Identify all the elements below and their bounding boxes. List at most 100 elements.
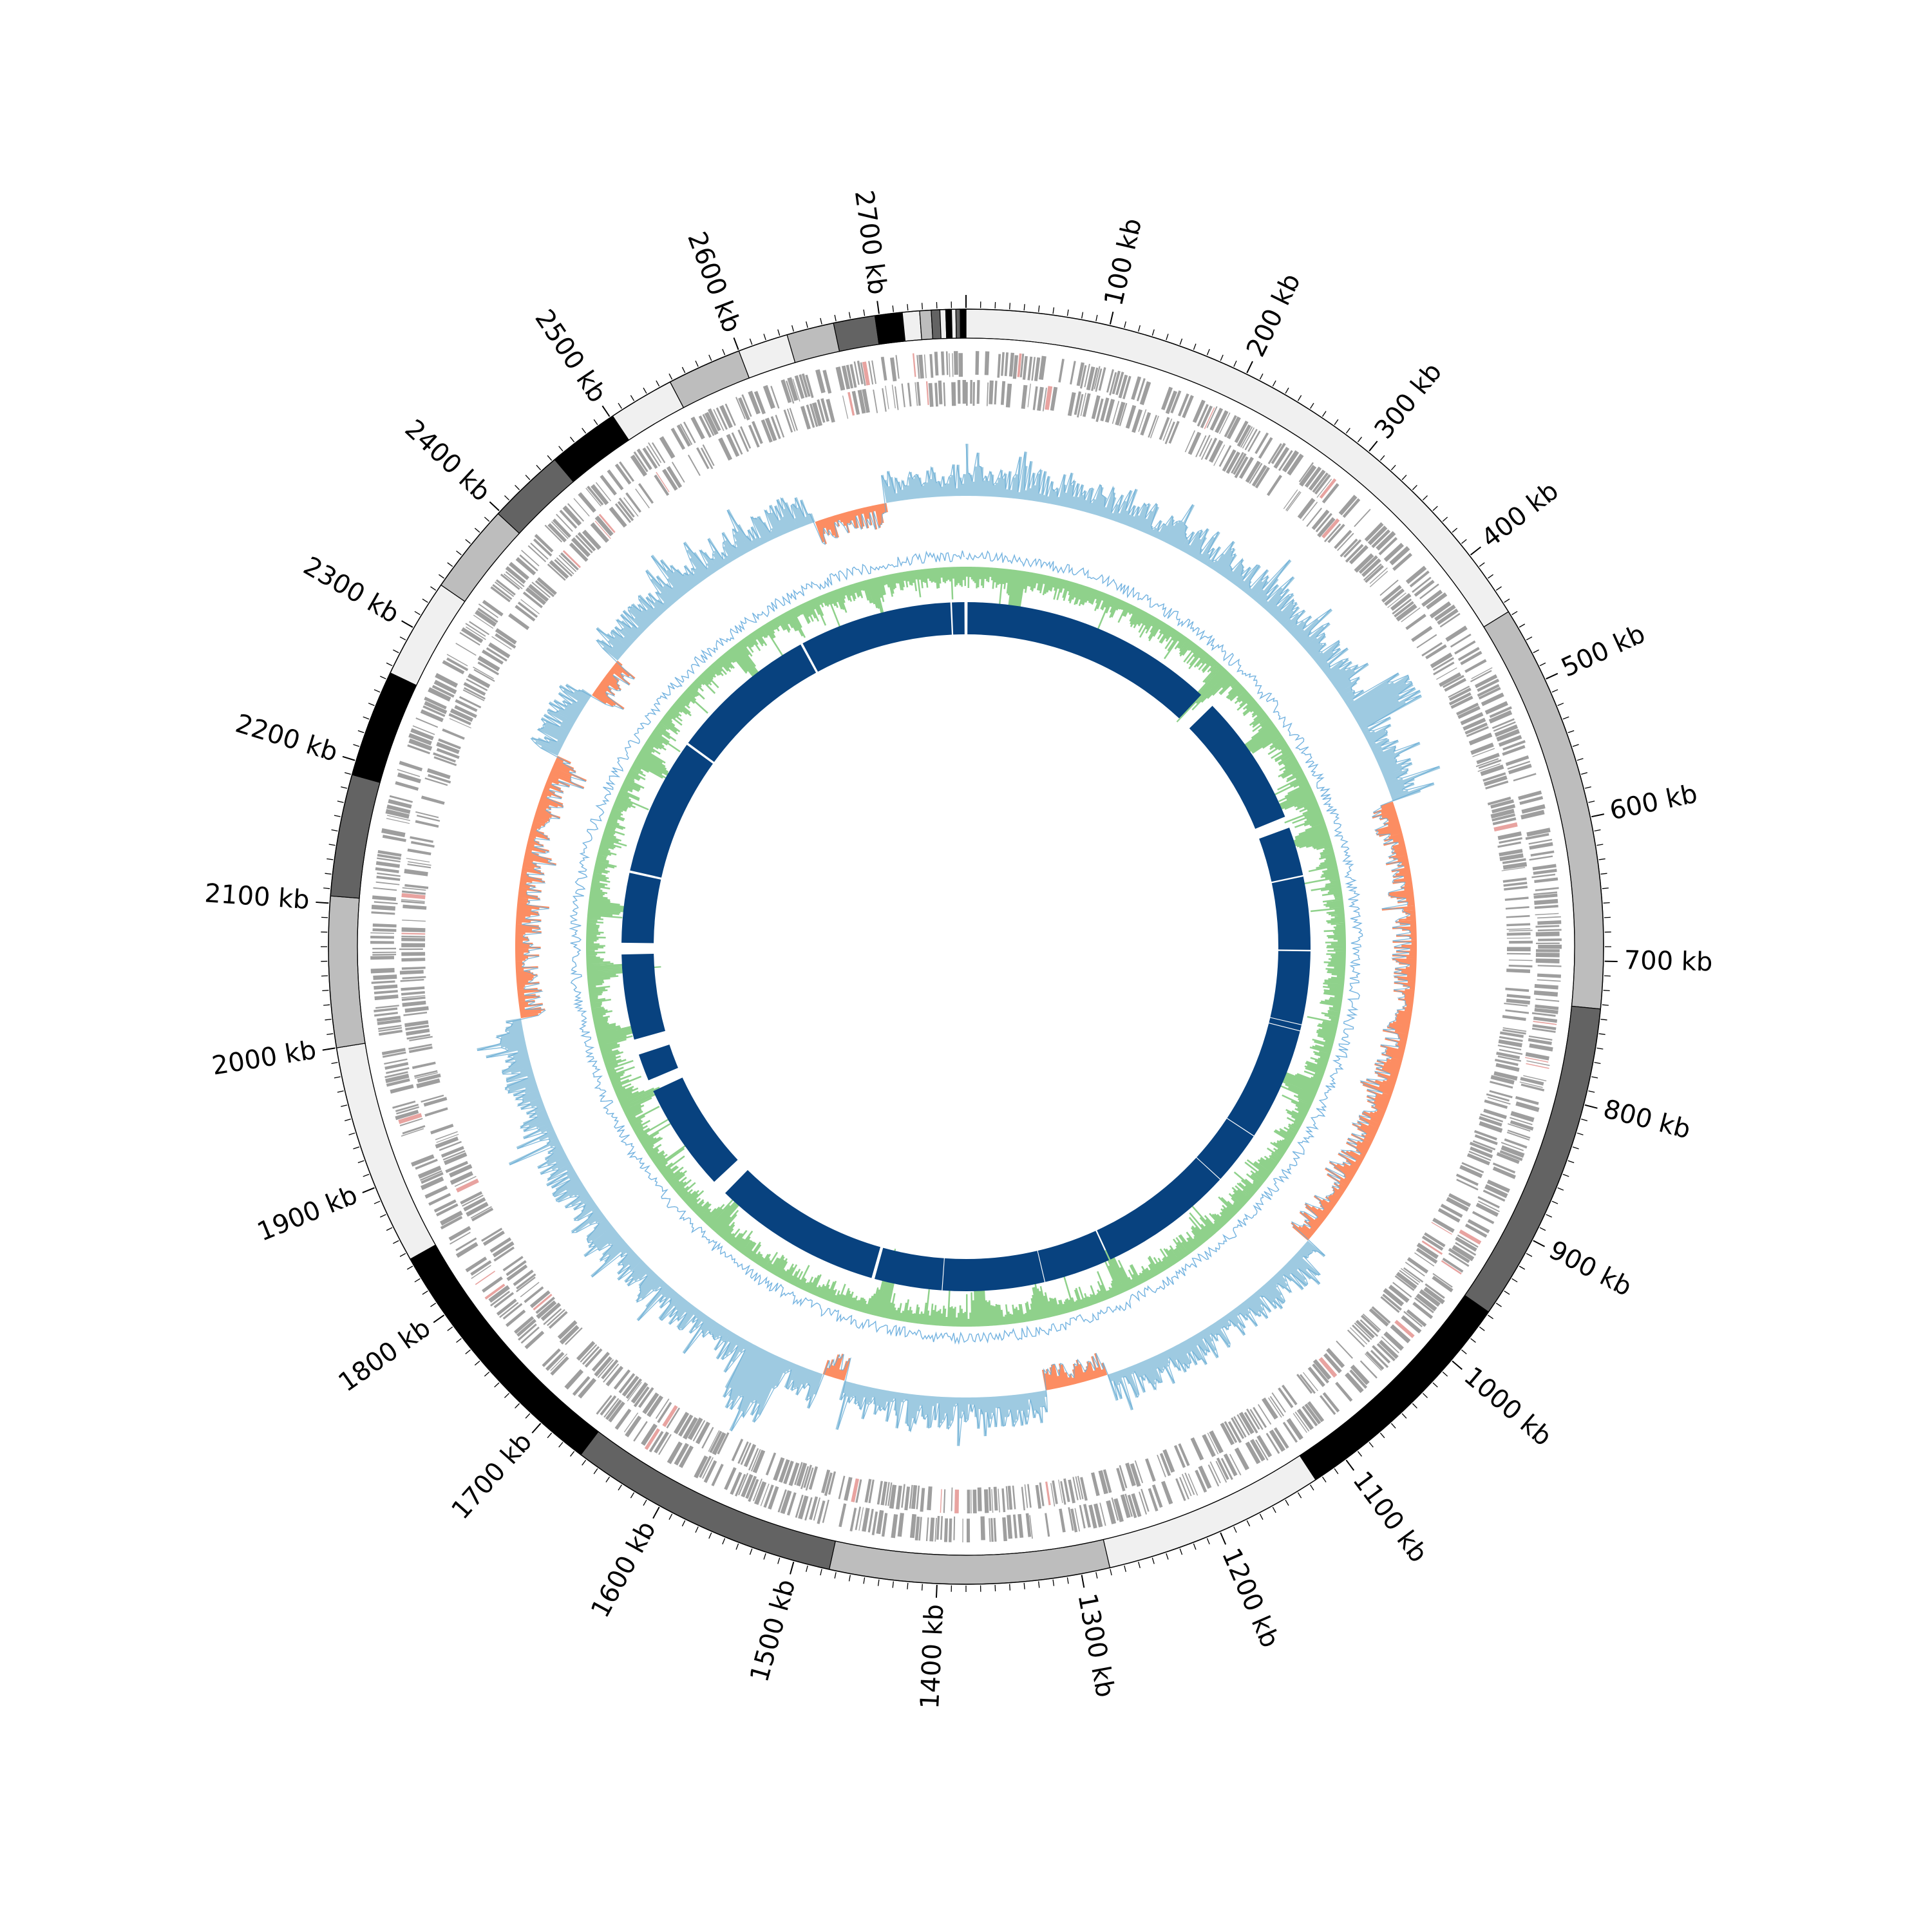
gene-feature <box>1019 354 1025 378</box>
gene-feature <box>521 549 540 567</box>
gene-feature <box>1529 842 1553 850</box>
gene-feature <box>1470 670 1492 683</box>
gene-feature <box>1050 1482 1056 1507</box>
minor-tick <box>399 636 406 641</box>
gene-feature <box>1224 415 1237 438</box>
gene-feature <box>954 1490 960 1513</box>
minor-tick <box>474 1360 480 1366</box>
minor-tick <box>1567 1160 1575 1164</box>
minor-tick <box>1461 1349 1467 1354</box>
minor-tick <box>374 1200 381 1204</box>
gene-feature <box>871 1511 878 1535</box>
gene-feature <box>1419 1289 1441 1307</box>
gene-feature <box>1271 1392 1286 1413</box>
gene-feature <box>761 419 773 443</box>
position-tick-label: 2400 kb <box>399 414 497 507</box>
gene-feature <box>753 1478 762 1501</box>
minor-tick <box>1557 703 1564 706</box>
blast-hit-block <box>630 744 713 878</box>
gene-feature <box>1031 357 1036 381</box>
gene-feature <box>1335 1381 1353 1402</box>
gene-feature <box>1535 1004 1559 1010</box>
minor-tick <box>1519 1265 1526 1270</box>
gene-feature <box>1208 439 1224 463</box>
gene-feature <box>1478 687 1501 700</box>
gene-feature <box>492 583 513 600</box>
gene-feature <box>1533 893 1558 899</box>
gene-feature <box>1448 1193 1472 1208</box>
gene-feature <box>1405 565 1427 584</box>
gene-feature <box>1314 474 1331 495</box>
gene-feature <box>798 1495 809 1520</box>
gene-feature <box>1007 1486 1013 1510</box>
gene-feature <box>371 904 396 911</box>
gene-feature <box>1459 1229 1482 1245</box>
gene-feature <box>410 728 434 741</box>
gene-feature <box>1421 589 1443 607</box>
gene-feature <box>873 389 878 413</box>
gene-feature <box>1497 841 1522 848</box>
gene-feature <box>428 773 451 784</box>
gene-feature <box>1181 1473 1192 1497</box>
gc-content-track <box>569 550 1363 1345</box>
minor-tick <box>1321 411 1327 417</box>
gene-feature <box>740 1443 752 1465</box>
minor-tick <box>1562 1173 1569 1177</box>
gene-feature <box>817 399 826 423</box>
gene-feature <box>849 1508 857 1531</box>
gene-feature <box>1269 1429 1285 1452</box>
gene-feature <box>1208 1464 1220 1487</box>
gene-feature <box>1496 728 1520 742</box>
minor-tick <box>1368 1442 1374 1448</box>
gene-feature <box>991 1489 994 1513</box>
gene-feature <box>786 408 796 431</box>
gene-feature <box>717 1432 730 1455</box>
blast-hit-block <box>1037 1231 1110 1282</box>
contig-segment <box>328 895 366 1048</box>
minor-tick <box>1285 387 1289 394</box>
gene-feature <box>454 1176 477 1187</box>
major-tick <box>1470 546 1481 556</box>
gene-feature <box>505 1309 526 1327</box>
gene-feature <box>918 354 924 379</box>
gene-feature <box>455 1237 477 1251</box>
minor-tick <box>907 1582 909 1589</box>
minor-tick <box>1602 887 1609 889</box>
gene-feature <box>440 1215 463 1230</box>
minor-tick <box>322 990 329 992</box>
gene-feature <box>1267 1397 1282 1418</box>
gene-feature <box>1469 1141 1493 1153</box>
minor-tick <box>643 387 647 394</box>
gene-feature <box>1419 583 1439 600</box>
gene-feature <box>885 385 889 410</box>
gene-feature <box>1249 462 1263 484</box>
position-tick-label: 800 kb <box>1600 1094 1694 1145</box>
gene-feature <box>1037 386 1044 412</box>
gene-feature <box>962 1519 963 1542</box>
gene-feature <box>569 542 589 562</box>
gene-feature <box>702 413 715 437</box>
gene-feature <box>855 1479 862 1503</box>
minor-tick <box>877 1579 880 1586</box>
gene-feature <box>904 1486 911 1511</box>
major-tick <box>1533 1240 1545 1247</box>
contig-segment <box>955 308 961 339</box>
gene-feature <box>1533 1021 1557 1025</box>
gene-feature <box>455 1179 479 1193</box>
gene-feature <box>401 900 425 904</box>
gene-feature <box>1234 456 1249 478</box>
gene-feature <box>934 1517 937 1542</box>
gene-feature <box>1505 755 1530 766</box>
minor-tick <box>344 1119 351 1121</box>
gene-feature <box>1480 764 1504 777</box>
gene-feature <box>411 840 435 848</box>
gene-feature <box>1414 1297 1434 1314</box>
gene-feature <box>1387 592 1406 609</box>
gene-feature <box>372 951 397 954</box>
gene-feature <box>1487 797 1511 806</box>
gene-feature <box>435 1131 458 1141</box>
gene-feature <box>1318 1357 1338 1378</box>
minor-tick <box>1334 419 1339 425</box>
minor-tick <box>422 598 428 603</box>
minor-tick <box>1546 1214 1552 1218</box>
